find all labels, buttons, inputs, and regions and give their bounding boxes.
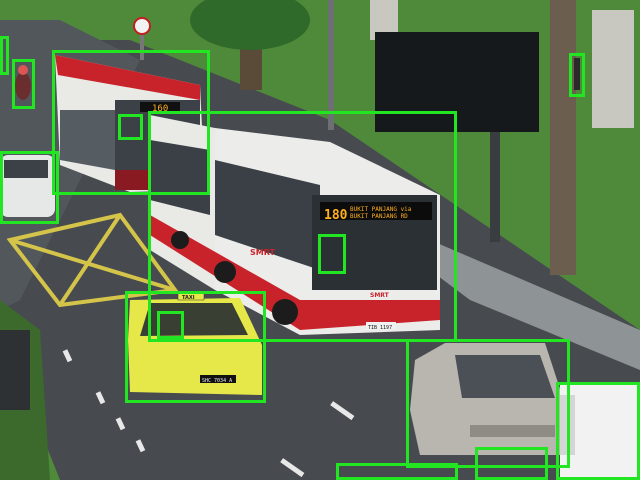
pedestrian-figure <box>574 58 580 90</box>
bus-front-dest-2: BUKIT PANJANG RD <box>350 213 408 220</box>
detection-box-bus-front <box>148 111 457 342</box>
detection-box-taxi <box>125 291 266 403</box>
detection-box-bottom-mid <box>475 447 548 480</box>
bus-front-route: 180 <box>324 208 348 223</box>
detection-box-taxi-driver <box>157 311 184 339</box>
drain <box>0 330 30 410</box>
sidewalk <box>430 240 640 370</box>
tree-canopy <box>190 0 310 50</box>
taxi-plate: SHC 7034 A <box>202 378 232 384</box>
detection-box-van <box>556 382 640 480</box>
tree-trunk-right <box>550 0 576 275</box>
lane-dashes <box>62 349 355 478</box>
car-silver <box>410 343 565 455</box>
car-left-white <box>0 155 55 217</box>
bus-front: 180 BUKIT PANJANG via BUKIT PANJANG RD S… <box>150 115 440 335</box>
billboard <box>375 32 539 132</box>
bus-plate: TIB 1197 <box>368 325 392 331</box>
detection-box-car-silver <box>406 339 570 468</box>
detection-box-bus-rear <box>52 50 210 195</box>
detection-box-pedestrian-left <box>0 36 9 75</box>
billboard-pole <box>490 132 500 242</box>
detection-box-motorcyclist <box>12 59 35 109</box>
lamp-pole <box>328 0 334 130</box>
yellow-diagonal-2 <box>58 213 122 307</box>
detection-box-bus-front-driver <box>318 234 346 274</box>
detection-box-bottom-left <box>336 463 458 480</box>
motorcyclist <box>15 65 31 100</box>
bus-front-logo: SMRT <box>370 292 390 299</box>
detection-box-car-left <box>0 151 59 224</box>
sign-pole <box>140 30 144 60</box>
taxi-roof-sign: TAXI <box>182 295 195 301</box>
detection-box-bus-rear-driver <box>118 114 143 140</box>
bus-side-logo: SMRT <box>250 248 276 257</box>
yellow-diagonal <box>9 238 176 292</box>
overpass-pillar <box>592 10 634 128</box>
no-entry-sign <box>133 17 151 35</box>
detection-box-pedestrian-right <box>569 53 585 97</box>
bus-rear-route: 160 <box>152 104 168 114</box>
bus-front-dest-1: BUKIT PANJANG via <box>350 206 412 213</box>
